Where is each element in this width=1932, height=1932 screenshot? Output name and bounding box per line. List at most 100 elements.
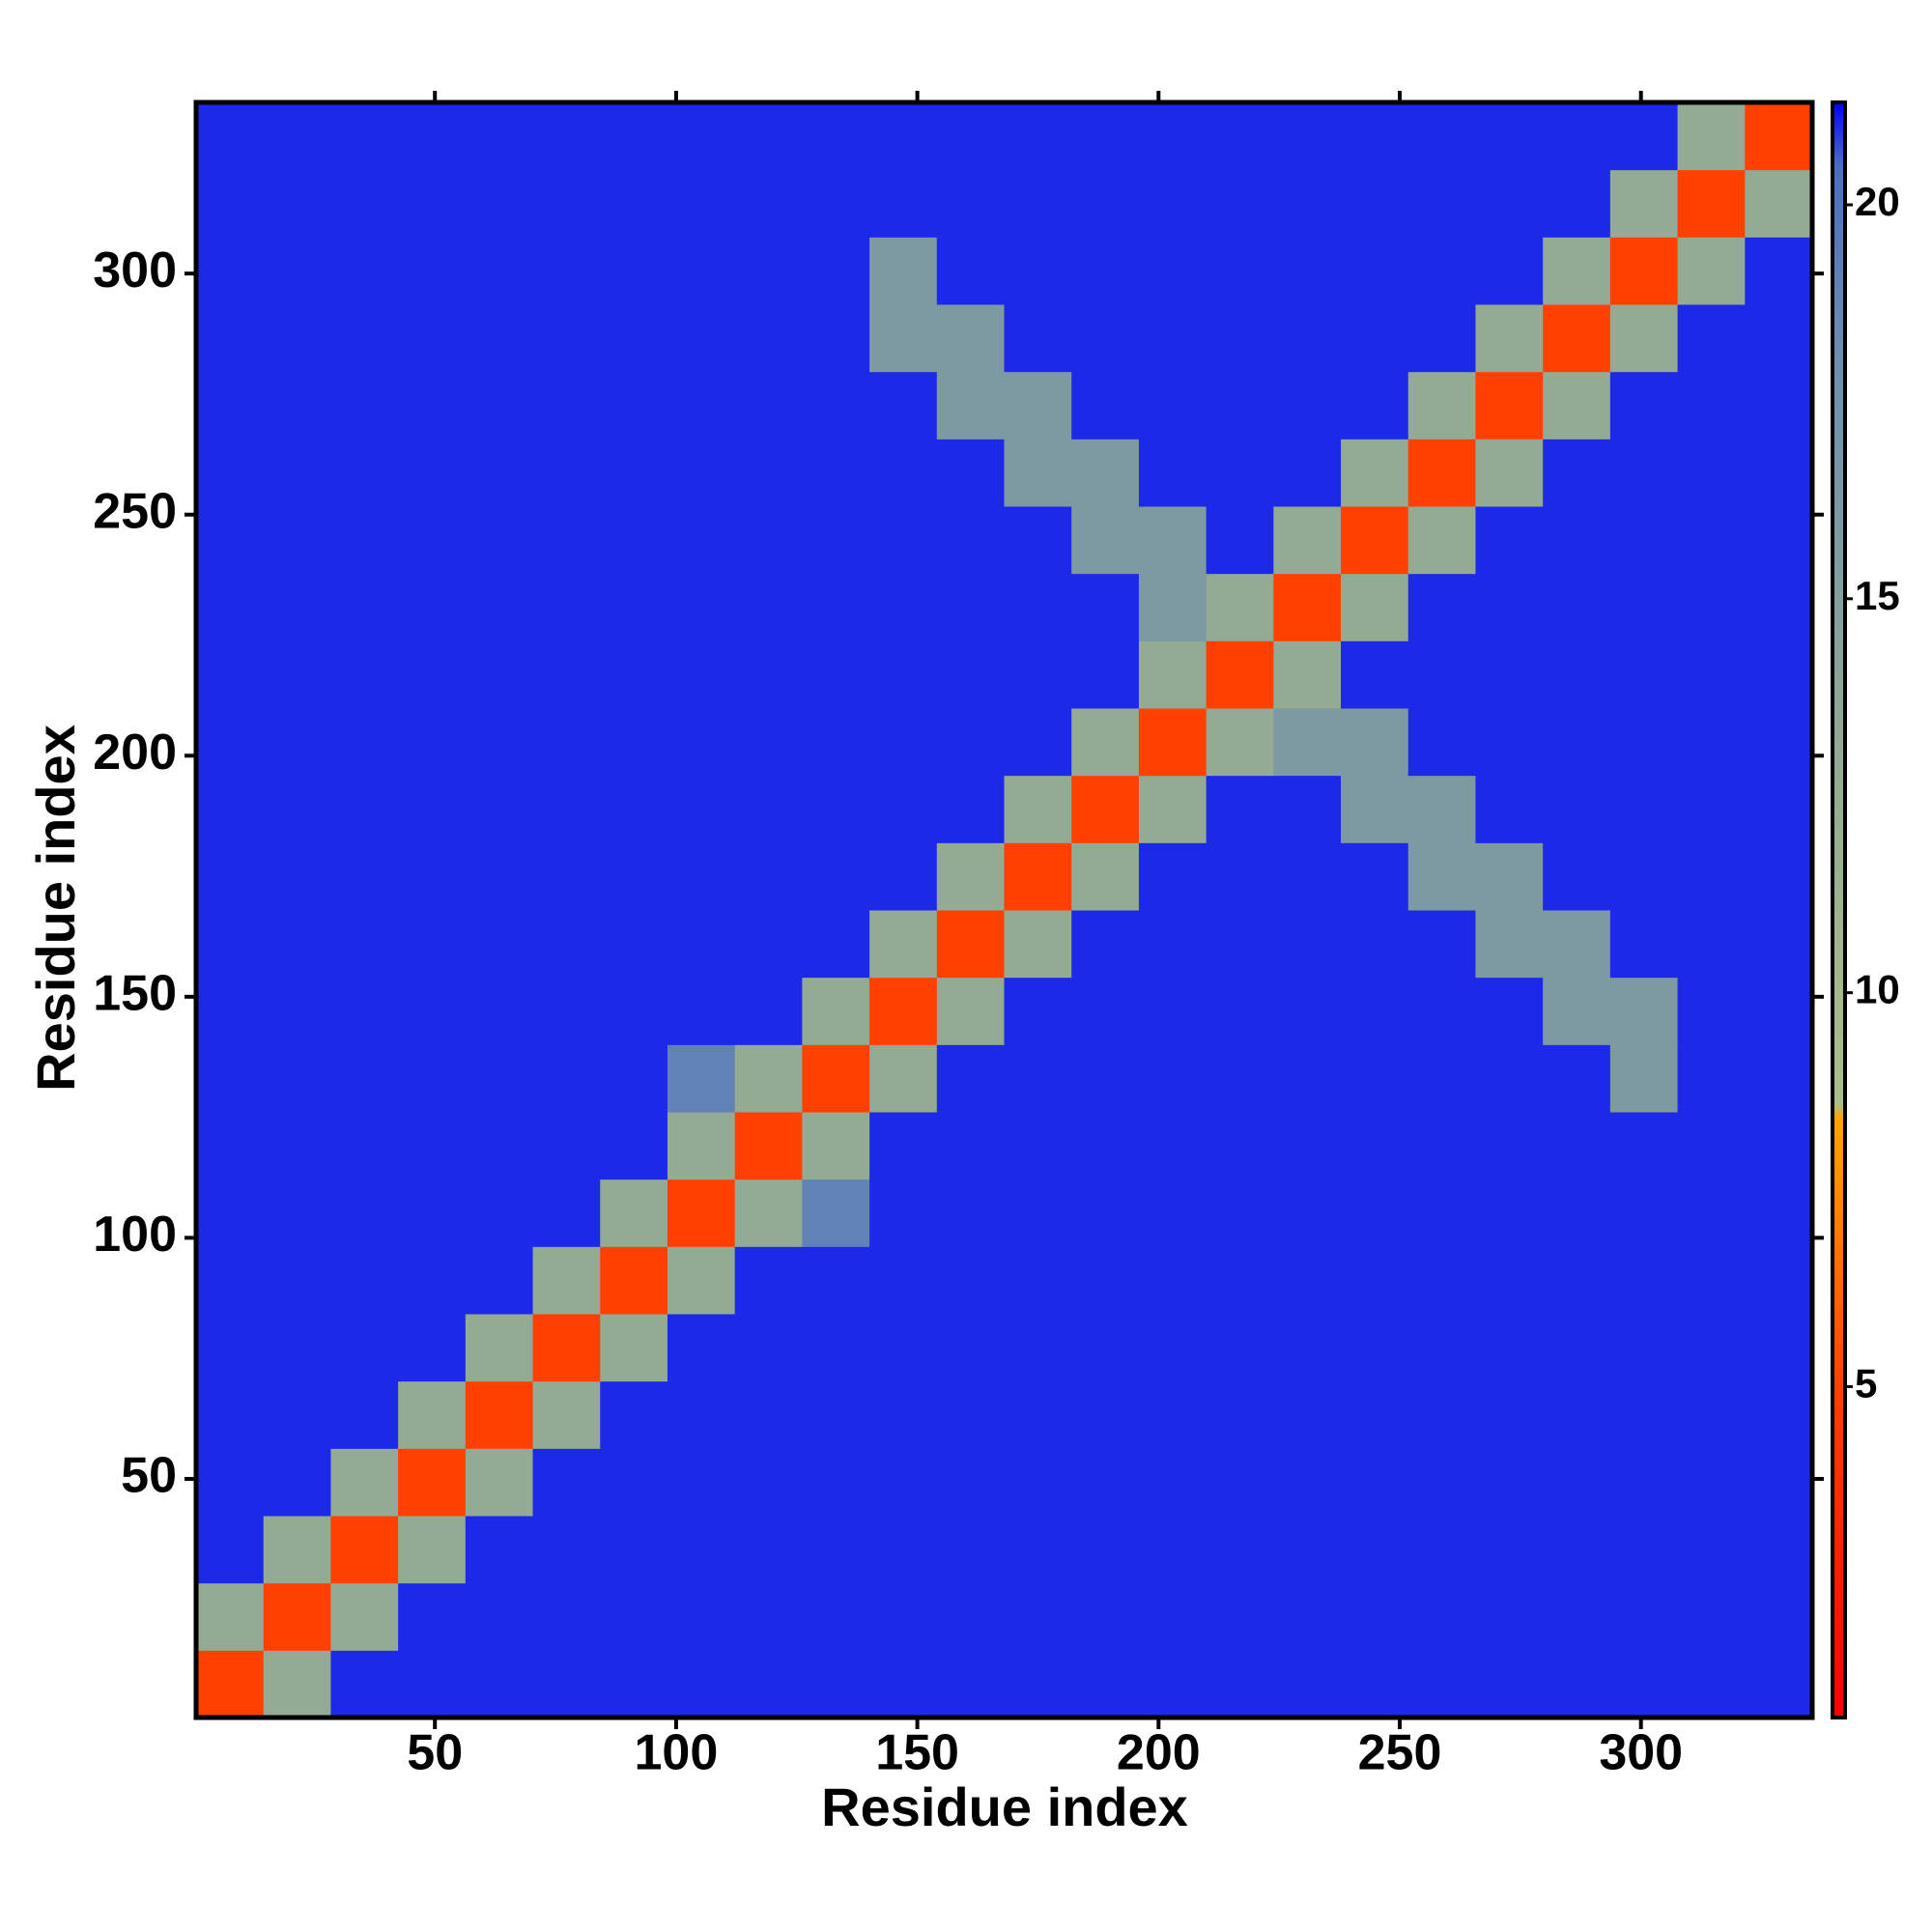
heatmap-cell bbox=[1273, 237, 1342, 305]
heatmap-cell bbox=[869, 1380, 938, 1449]
heatmap-cell bbox=[398, 1448, 467, 1517]
heatmap-cell bbox=[1004, 977, 1072, 1045]
heatmap-cell bbox=[465, 304, 534, 373]
heatmap-cell bbox=[1677, 640, 1746, 709]
heatmap-cell bbox=[196, 1246, 265, 1315]
heatmap-cell bbox=[1677, 842, 1746, 911]
heatmap-cell bbox=[465, 1650, 534, 1719]
heatmap-cell bbox=[263, 1582, 331, 1651]
heatmap-cell bbox=[1273, 1650, 1342, 1719]
heatmap-cell bbox=[1273, 708, 1342, 777]
heatmap-cell bbox=[667, 506, 736, 575]
heatmap-cell bbox=[465, 237, 534, 305]
heatmap-cell bbox=[936, 102, 1005, 171]
heatmap-cell bbox=[1138, 775, 1208, 843]
heatmap-cell bbox=[869, 102, 938, 171]
heatmap-cell bbox=[667, 371, 736, 440]
heatmap-cell bbox=[1071, 977, 1140, 1045]
heatmap-cell bbox=[1071, 102, 1140, 171]
heatmap-cell bbox=[1273, 1314, 1342, 1382]
heatmap-cell bbox=[1341, 1179, 1409, 1247]
heatmap-cell bbox=[869, 371, 938, 440]
x-tick-label: 300 bbox=[1599, 1725, 1683, 1781]
heatmap-cell bbox=[1273, 977, 1342, 1045]
heatmap-cell bbox=[398, 102, 467, 171]
heatmap-cell bbox=[667, 1582, 736, 1651]
heatmap-cell bbox=[263, 237, 331, 305]
heatmap-cell bbox=[1004, 708, 1072, 777]
colorbar-tick-label: 20 bbox=[1855, 179, 1900, 224]
heatmap-cell bbox=[1745, 842, 1813, 911]
heatmap-cell bbox=[1341, 169, 1409, 238]
heatmap-cell bbox=[600, 775, 668, 843]
heatmap-cell bbox=[1206, 573, 1274, 641]
heatmap-cell bbox=[1407, 640, 1476, 709]
heatmap-cell bbox=[1609, 1516, 1679, 1584]
heatmap-cell bbox=[263, 439, 331, 507]
heatmap-cell bbox=[263, 1179, 331, 1247]
heatmap-cell bbox=[1745, 1448, 1813, 1517]
heatmap-cell bbox=[196, 237, 265, 305]
heatmap-cell bbox=[1475, 304, 1544, 373]
heatmap-cell bbox=[1138, 977, 1208, 1045]
heatmap-cell bbox=[1609, 775, 1679, 843]
heatmap-cell bbox=[600, 439, 668, 507]
heatmap-cell bbox=[1341, 1044, 1409, 1113]
heatmap-cell bbox=[734, 1044, 803, 1113]
colorbar-tick-label: 5 bbox=[1855, 1361, 1877, 1406]
heatmap-cell bbox=[1071, 1314, 1140, 1382]
heatmap-cell bbox=[398, 1516, 467, 1584]
heatmap-cell bbox=[196, 1179, 265, 1247]
heatmap-cell bbox=[1745, 237, 1813, 305]
heatmap-cell bbox=[1206, 102, 1274, 171]
heatmap-cell bbox=[600, 1314, 668, 1382]
heatmap-cell bbox=[802, 775, 870, 843]
heatmap-cell bbox=[398, 371, 467, 440]
heatmap-cell bbox=[869, 506, 938, 575]
heatmap-cell bbox=[196, 371, 265, 440]
heatmap-cell bbox=[936, 506, 1005, 575]
heatmap-cell bbox=[1475, 506, 1544, 575]
heatmap-cell bbox=[1071, 640, 1140, 709]
heatmap-cell bbox=[1273, 1044, 1342, 1113]
heatmap-cell bbox=[1138, 1179, 1208, 1247]
heatmap-cell bbox=[1609, 1650, 1679, 1719]
heatmap-cell bbox=[1407, 439, 1476, 507]
heatmap-cell bbox=[1138, 573, 1208, 641]
heatmap-cell bbox=[667, 439, 736, 507]
heatmap-cell bbox=[802, 640, 870, 709]
heatmap-cell bbox=[1341, 842, 1409, 911]
heatmap-cell bbox=[734, 371, 803, 440]
heatmap-cell bbox=[667, 102, 736, 171]
heatmap-cell bbox=[532, 1516, 601, 1584]
heatmap-cell bbox=[600, 371, 668, 440]
heatmap-cell bbox=[398, 304, 467, 373]
heatmap-cell bbox=[869, 573, 938, 641]
heatmap-cell bbox=[1543, 977, 1611, 1045]
heatmap-cell bbox=[1745, 1380, 1813, 1449]
heatmap-cell bbox=[936, 169, 1005, 238]
heatmap-cell bbox=[330, 910, 399, 979]
heatmap-cell bbox=[802, 1516, 870, 1584]
heatmap-cell bbox=[869, 1582, 938, 1651]
heatmap-cell bbox=[1206, 1179, 1274, 1247]
heatmap-cell bbox=[1609, 842, 1679, 911]
heatmap-cell bbox=[1071, 1516, 1140, 1584]
heatmap-cell bbox=[1004, 640, 1072, 709]
heatmap-cell bbox=[1341, 506, 1409, 575]
heatmap-cell bbox=[398, 977, 467, 1045]
heatmap-cell bbox=[330, 775, 399, 843]
heatmap-cell bbox=[1206, 977, 1274, 1045]
heatmap-cell bbox=[1677, 1314, 1746, 1382]
heatmap-cell bbox=[398, 1246, 467, 1315]
y-tick-label: 200 bbox=[93, 724, 177, 781]
heatmap-cell bbox=[1543, 102, 1611, 171]
heatmap-cell bbox=[263, 304, 331, 373]
heatmap-cell bbox=[869, 910, 938, 979]
heatmap-cell bbox=[1071, 371, 1140, 440]
heatmap-cell bbox=[802, 1314, 870, 1382]
heatmap-cell bbox=[1677, 1516, 1746, 1584]
heatmap-cell bbox=[802, 1044, 870, 1113]
heatmap-cell bbox=[1609, 102, 1679, 171]
